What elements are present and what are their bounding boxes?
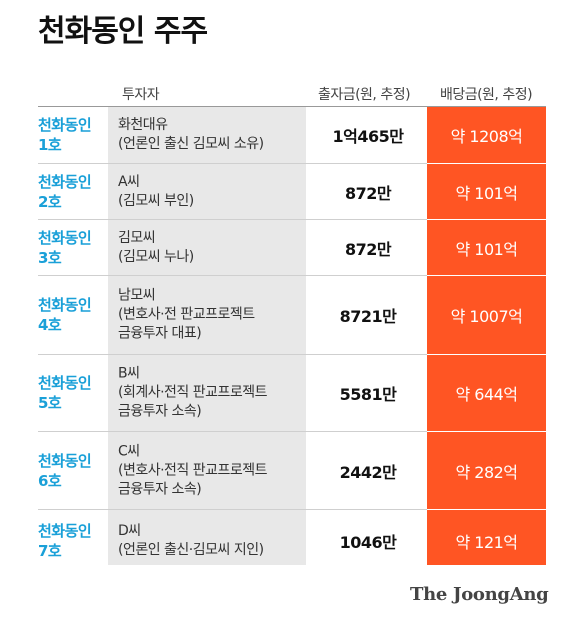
shareholder-name: 천화동인 4호	[38, 295, 108, 335]
dividend-divider	[427, 275, 546, 276]
shareholder-name-line2: 4호	[38, 316, 62, 334]
shareholder-name-line1: 천화동인	[38, 172, 92, 191]
shareholder-name-line1: 천화동인	[38, 296, 92, 314]
dividend-value: 약 1007억	[450, 307, 523, 326]
dividend-value: 약 121억	[455, 532, 518, 552]
dividend-value: 약 101억	[455, 183, 518, 203]
capital-value: 1억465만	[332, 127, 404, 146]
investor-text: 김모씨	[118, 229, 156, 246]
table-row: 천화동인 3호 김모씨 (김모씨 누나) 872만 약 101억	[38, 220, 546, 276]
investor-cell: A씨 (김모씨 부인)	[118, 173, 313, 211]
shareholder-name: 천화동인 2호	[38, 172, 108, 212]
investor-cell: 김모씨 (김모씨 누나)	[118, 229, 313, 267]
dividend-divider	[427, 509, 546, 510]
table-row: 천화동인 7호 D씨 (언론인 출신·김모씨 지인) 1046만 약 121억	[38, 510, 546, 571]
dividend-divider	[427, 219, 546, 220]
dividend-value: 약 101억	[455, 239, 518, 259]
investor-text: (회계사·전직 판교프로젝트	[118, 384, 268, 401]
dividend-value: 약 1208억	[450, 127, 523, 146]
investor-cell: 화천대유 (언론인 출신 김모씨 소유)	[118, 116, 313, 154]
dividend-divider	[427, 354, 546, 355]
header-capital: 출자금(원, 추정)	[317, 87, 411, 103]
shareholder-name-line1: 천화동인	[38, 228, 92, 247]
shareholder-name-line2: 3호	[38, 248, 62, 267]
dividend-value: 약 644억	[455, 385, 518, 404]
table-row: 천화동인 2호 A씨 (김모씨 부인) 872만 약 101억	[38, 164, 546, 220]
investor-text: 남모씨	[118, 287, 156, 304]
investor-column-bg	[108, 107, 306, 565]
shareholder-name-line1: 천화동인	[38, 451, 92, 470]
shareholder-name-line2: 7호	[38, 541, 62, 560]
investor-text: (변호사·전직 판교프로젝트	[118, 462, 268, 478]
shareholder-name: 천화동인 5호	[38, 373, 108, 413]
dividend-column-bg	[427, 107, 546, 565]
header-dividend: 배당금(원, 추정)	[439, 87, 533, 103]
shareholder-name-line1: 천화동인	[38, 374, 92, 392]
capital-value: 872만	[344, 239, 392, 259]
investor-text: 금융투자 대표)	[118, 325, 202, 342]
investor-text: 금융투자 소속)	[118, 481, 202, 497]
page-title: 천화동인 주주	[38, 14, 208, 49]
header-investor: 투자자	[122, 87, 160, 103]
shareholder-name-line2: 6호	[38, 471, 62, 490]
shareholder-name-line2: 1호	[38, 136, 62, 154]
dividend-divider	[427, 431, 546, 432]
table-row: 천화동인 1호 화천대유 (언론인 출신 김모씨 소유) 1억465만 약 1208억	[38, 107, 546, 164]
shareholder-name: 천화동인 1호	[38, 115, 108, 155]
capital-value: 872만	[344, 183, 392, 203]
shareholder-name-line2: 5호	[38, 394, 62, 412]
header-divider	[38, 106, 546, 107]
shareholder-name: 천화동인 6호	[38, 451, 108, 491]
shareholder-name-line1: 천화동인	[38, 116, 92, 134]
shareholder-name: 천화동인 7호	[38, 521, 108, 561]
shareholder-table: 천화동인 1호 화천대유 (언론인 출신 김모씨 소유) 1억465만 약 1208억 천화…	[38, 107, 546, 571]
investor-text: (언론인 출신 김모씨 소유)	[118, 136, 264, 152]
investor-text: B씨	[118, 365, 140, 382]
capital-value: 1046만	[339, 532, 397, 552]
shareholder-name: 천화동인 3호	[38, 228, 108, 268]
investor-text: D씨	[118, 522, 141, 539]
investor-text: (김모씨 부인)	[118, 192, 194, 209]
investor-text: 금융투자 소속)	[118, 403, 202, 420]
investor-text: 화천대유	[118, 117, 168, 133]
investor-text: (김모씨 누나)	[118, 248, 194, 265]
capital-value: 5581만	[339, 385, 397, 404]
dividend-value: 약 282억	[455, 462, 518, 482]
shareholder-name-line1: 천화동인	[38, 521, 92, 540]
investor-text: (언론인 출신·김모씨 지인)	[118, 541, 264, 558]
dividend-divider	[427, 163, 546, 164]
capital-value: 8721만	[339, 307, 397, 326]
investor-cell: D씨 (언론인 출신·김모씨 지인)	[118, 522, 313, 560]
investor-text: C씨	[118, 443, 140, 459]
shareholder-name-line2: 2호	[38, 192, 62, 211]
publisher-logo: The JoongAng	[410, 584, 549, 605]
investor-text: (변호사·전 판교프로젝트	[118, 306, 255, 323]
capital-value: 2442만	[339, 462, 397, 482]
investor-text: A씨	[118, 173, 140, 190]
